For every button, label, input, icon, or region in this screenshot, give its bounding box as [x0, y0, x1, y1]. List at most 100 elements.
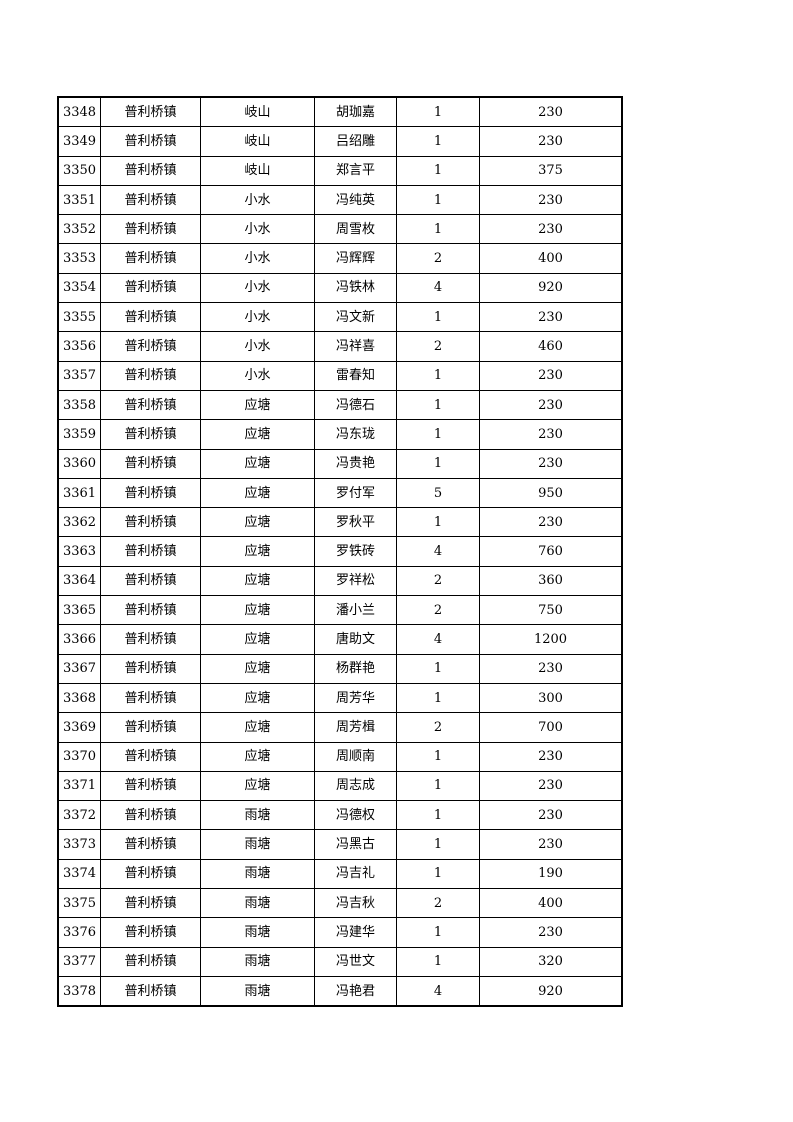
amount-cell: 230 — [479, 96, 623, 128]
household-count-cell: 2 — [396, 888, 480, 919]
household-count-cell: 1 — [396, 770, 480, 802]
town-cell: 普利桥镇 — [100, 243, 201, 274]
person-name-cell: 冯东珑 — [314, 419, 397, 450]
row-number-cell: 3367 — [57, 653, 101, 684]
town-cell: 普利桥镇 — [100, 272, 201, 304]
table-row: 3367 普利桥镇 应塘 杨群艳 1 230 — [57, 653, 623, 684]
person-name-cell: 冯黑古 — [314, 829, 397, 860]
village-cell: 应塘 — [200, 595, 315, 626]
table-row: 3352 普利桥镇 小水 周雪枚 1 230 — [57, 214, 623, 245]
household-count-cell: 1 — [396, 389, 480, 421]
row-number-cell: 3368 — [57, 682, 101, 714]
town-cell: 普利桥镇 — [100, 565, 201, 597]
row-number-cell: 3369 — [57, 712, 101, 743]
amount-cell: 230 — [479, 302, 623, 333]
row-number-cell: 3371 — [57, 770, 101, 802]
household-count-cell: 1 — [396, 741, 480, 772]
person-name-cell: 冯贵艳 — [314, 448, 397, 479]
amount-cell: 360 — [479, 565, 623, 597]
person-name-cell: 冯辉辉 — [314, 243, 397, 274]
table-row: 3378 普利桥镇 雨塘 冯艳君 4 920 — [57, 975, 623, 1007]
household-count-cell: 1 — [396, 184, 480, 216]
village-cell: 雨塘 — [200, 888, 315, 919]
table-row: 3363 普利桥镇 应塘 罗铁砖 4 760 — [57, 536, 623, 567]
amount-cell: 920 — [479, 272, 623, 304]
person-name-cell: 冯德权 — [314, 800, 397, 831]
amount-cell: 920 — [479, 975, 623, 1007]
household-count-cell: 1 — [396, 946, 480, 977]
household-count-cell: 4 — [396, 536, 480, 567]
village-cell: 应塘 — [200, 448, 315, 479]
person-name-cell: 周顺南 — [314, 741, 397, 772]
row-number-cell: 3375 — [57, 888, 101, 919]
data-table: 3348 普利桥镇 岐山 胡珈嘉 1 230 3349 普利桥镇 岐山 吕绍雕 1 230 3350 普利… — [57, 96, 623, 1008]
amount-cell: 230 — [479, 214, 623, 245]
town-cell: 普利桥镇 — [100, 682, 201, 714]
village-cell: 应塘 — [200, 624, 315, 655]
village-cell: 应塘 — [200, 712, 315, 743]
table-row: 3370 普利桥镇 应塘 周顺南 1 230 — [57, 741, 623, 772]
amount-cell: 700 — [479, 712, 623, 743]
row-number-cell: 3376 — [57, 917, 101, 948]
table-row: 3348 普利桥镇 岐山 胡珈嘉 1 230 — [57, 96, 623, 128]
person-name-cell: 罗铁砖 — [314, 536, 397, 567]
amount-cell: 230 — [479, 917, 623, 948]
amount-cell: 230 — [479, 360, 623, 391]
row-number-cell: 3365 — [57, 595, 101, 626]
town-cell: 普利桥镇 — [100, 595, 201, 626]
person-name-cell: 冯祥喜 — [314, 331, 397, 362]
row-number-cell: 3360 — [57, 448, 101, 479]
village-cell: 小水 — [200, 214, 315, 245]
person-name-cell: 周雪枚 — [314, 214, 397, 245]
person-name-cell: 冯铁林 — [314, 272, 397, 304]
table-row: 3349 普利桥镇 岐山 吕绍雕 1 230 — [57, 126, 623, 157]
amount-cell: 1200 — [479, 624, 623, 655]
table-row: 3351 普利桥镇 小水 冯纯英 1 230 — [57, 184, 623, 216]
household-count-cell: 1 — [396, 360, 480, 391]
household-count-cell: 4 — [396, 272, 480, 304]
row-number-cell: 3377 — [57, 946, 101, 977]
town-cell: 普利桥镇 — [100, 800, 201, 831]
village-cell: 应塘 — [200, 682, 315, 714]
person-name-cell: 郑言平 — [314, 155, 397, 186]
household-count-cell: 4 — [396, 624, 480, 655]
row-number-cell: 3351 — [57, 184, 101, 216]
village-cell: 小水 — [200, 184, 315, 216]
person-name-cell: 冯吉秋 — [314, 888, 397, 919]
household-count-cell: 1 — [396, 448, 480, 479]
household-count-cell: 1 — [396, 96, 480, 128]
household-count-cell: 1 — [396, 682, 480, 714]
row-number-cell: 3378 — [57, 975, 101, 1007]
amount-cell: 230 — [479, 770, 623, 802]
village-cell: 应塘 — [200, 653, 315, 684]
person-name-cell: 周志成 — [314, 770, 397, 802]
amount-cell: 230 — [479, 448, 623, 479]
amount-cell: 460 — [479, 331, 623, 362]
amount-cell: 230 — [479, 184, 623, 216]
table-row: 3373 普利桥镇 雨塘 冯黑古 1 230 — [57, 829, 623, 860]
amount-cell: 190 — [479, 858, 623, 890]
table-row: 3364 普利桥镇 应塘 罗祥松 2 360 — [57, 565, 623, 597]
town-cell: 普利桥镇 — [100, 448, 201, 479]
household-count-cell: 4 — [396, 975, 480, 1007]
town-cell: 普利桥镇 — [100, 302, 201, 333]
row-number-cell: 3349 — [57, 126, 101, 157]
table-row: 3357 普利桥镇 小水 雷春知 1 230 — [57, 360, 623, 391]
table-row: 3377 普利桥镇 雨塘 冯世文 1 320 — [57, 946, 623, 977]
amount-cell: 230 — [479, 389, 623, 421]
village-cell: 小水 — [200, 302, 315, 333]
town-cell: 普利桥镇 — [100, 214, 201, 245]
town-cell: 普利桥镇 — [100, 184, 201, 216]
person-name-cell: 冯纯英 — [314, 184, 397, 216]
household-count-cell: 2 — [396, 712, 480, 743]
amount-cell: 300 — [479, 682, 623, 714]
village-cell: 雨塘 — [200, 946, 315, 977]
town-cell: 普利桥镇 — [100, 770, 201, 802]
row-number-cell: 3372 — [57, 800, 101, 831]
row-number-cell: 3373 — [57, 829, 101, 860]
person-name-cell: 雷春知 — [314, 360, 397, 391]
household-count-cell: 2 — [396, 331, 480, 362]
row-number-cell: 3358 — [57, 389, 101, 421]
person-name-cell: 冯文新 — [314, 302, 397, 333]
village-cell: 小水 — [200, 243, 315, 274]
